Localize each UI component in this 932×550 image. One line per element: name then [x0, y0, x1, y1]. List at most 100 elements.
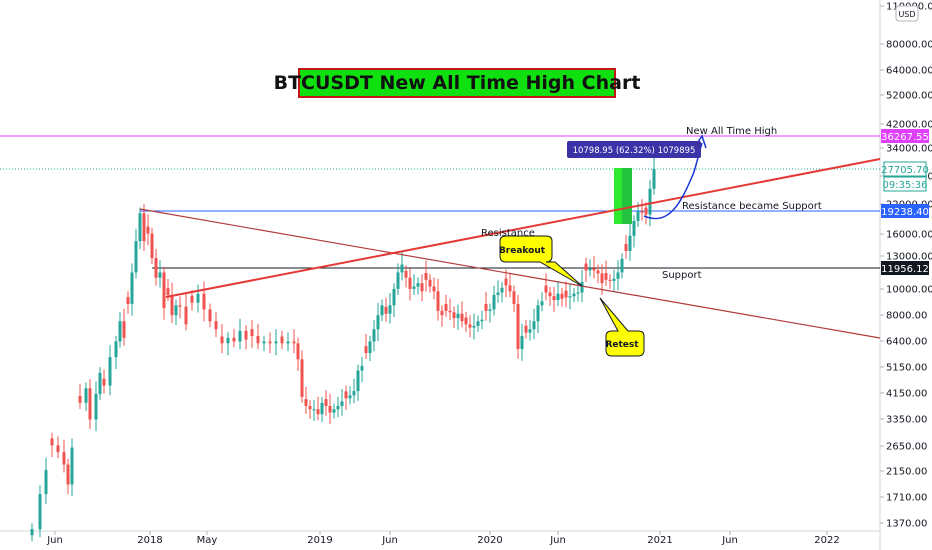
candle-body — [184, 306, 188, 325]
price-tick-label: 8000.00 — [886, 311, 927, 322]
candle-body — [560, 293, 564, 299]
candle-body — [600, 273, 604, 284]
candle-body — [552, 296, 556, 301]
candle-body — [292, 341, 296, 344]
candle-body — [592, 268, 596, 271]
candle-body — [584, 263, 588, 271]
candle-body — [130, 272, 134, 304]
candle-body — [468, 324, 472, 328]
uptrend-resistance-line[interactable] — [165, 158, 881, 298]
candle-body — [572, 293, 576, 297]
candle-body — [118, 321, 122, 342]
time-tick-label: 2022 — [814, 535, 839, 546]
candle-body — [496, 292, 500, 295]
candle-body — [428, 279, 432, 287]
candle-body — [344, 391, 348, 399]
candle-body — [628, 235, 632, 251]
retest-bubble[interactable] — [599, 297, 645, 357]
candle-body — [316, 409, 320, 415]
candle-body — [464, 317, 468, 325]
candle-body — [648, 188, 652, 215]
candle-body — [576, 292, 580, 294]
candle-body — [516, 303, 520, 350]
price-tick-label: 1370.00 — [886, 519, 927, 530]
candle-body — [70, 447, 74, 485]
candle-body — [190, 295, 194, 303]
candle-body — [400, 264, 404, 273]
candle-body — [78, 395, 82, 403]
candle-body — [208, 309, 212, 322]
candle-body — [364, 346, 368, 354]
time-tick-label: Jun — [381, 535, 398, 546]
candle-body — [432, 286, 436, 292]
candle-body — [238, 330, 242, 342]
candle-body — [158, 272, 162, 278]
time-tick-label: 2020 — [477, 535, 502, 546]
breakout-label: Breakout — [499, 246, 546, 256]
candle-body — [226, 337, 230, 344]
candle-body — [340, 401, 344, 406]
resistance-annotation: Resistance — [481, 228, 535, 239]
candle-body — [296, 343, 300, 360]
candle-body — [170, 294, 174, 316]
candle-body — [448, 310, 452, 313]
currency-button[interactable] — [895, 5, 919, 22]
candle-body — [356, 370, 360, 392]
time-tick-label: May — [197, 535, 218, 546]
countdown-badge — [883, 176, 927, 192]
candle-body — [460, 313, 464, 322]
candle-body — [304, 399, 308, 406]
price-tick-label: 10000.00 — [886, 285, 932, 296]
candle-body — [548, 292, 552, 297]
resistance-price-badge — [881, 204, 929, 218]
candle-body — [500, 287, 504, 293]
candle-body — [504, 278, 508, 286]
candle-body — [196, 293, 200, 303]
price-tick-label: 16000.00 — [886, 230, 932, 241]
retest-label: Retest — [605, 340, 639, 350]
breakout-bubble[interactable] — [499, 235, 583, 287]
candle-body — [480, 319, 484, 322]
candle-body — [348, 395, 352, 399]
candle-body — [424, 272, 428, 280]
candle-body — [608, 279, 612, 281]
candle-body — [456, 313, 460, 319]
candle-body — [512, 291, 516, 304]
ath-price-label: 36267.55 — [881, 132, 929, 143]
candle-body — [150, 233, 154, 258]
price-tick-label: 2150.00 — [886, 467, 927, 478]
candle-body — [38, 494, 42, 530]
candle-body — [588, 268, 592, 271]
candle-body — [84, 388, 88, 403]
candle-body — [30, 529, 34, 536]
candle-body — [108, 357, 112, 386]
candle-body — [484, 303, 488, 311]
candle-body — [620, 258, 624, 273]
candle-body — [178, 305, 182, 307]
candle-body — [380, 305, 384, 316]
support-annotation: Support — [662, 270, 702, 281]
candle-body — [122, 321, 126, 338]
candle-body — [360, 365, 364, 371]
time-tick-label: Jun — [549, 535, 566, 546]
candle-body — [388, 305, 392, 314]
candle-body — [256, 336, 260, 344]
candle-body — [492, 294, 496, 310]
price-tick-label: 13000.00 — [886, 252, 932, 263]
candle-body — [154, 257, 158, 278]
candle-body — [56, 445, 60, 453]
time-tick-label: 2018 — [137, 535, 162, 546]
candle-body — [280, 336, 284, 344]
candle-body — [300, 359, 304, 397]
time-tick-label: Jun — [721, 535, 738, 546]
candle-body — [488, 309, 492, 311]
candle-body — [412, 286, 416, 289]
candle-body — [352, 391, 356, 396]
candle-body — [98, 372, 102, 394]
candle-body — [372, 329, 376, 342]
price-tick-label: 3350.00 — [886, 415, 927, 426]
candle-body — [174, 305, 178, 316]
candle-body — [528, 329, 532, 333]
downtrend-line[interactable] — [139, 208, 881, 339]
candle-body — [444, 303, 448, 311]
